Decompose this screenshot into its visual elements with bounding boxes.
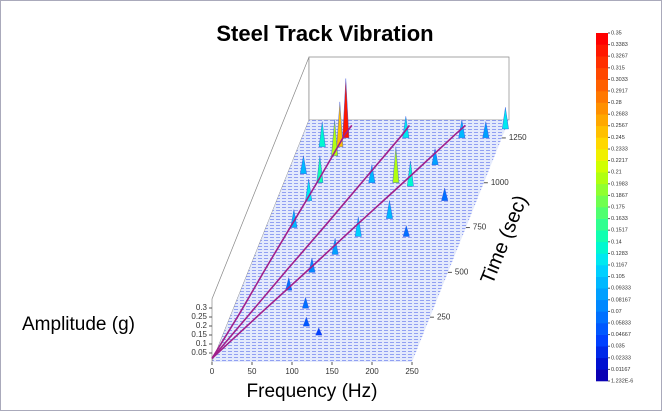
x-axis-label: Frequency (Hz) xyxy=(247,381,378,402)
z-tick-label: 0.15 xyxy=(191,330,207,339)
x-tick-label: 250 xyxy=(405,367,419,376)
colorbar-label: 0.175 xyxy=(611,204,625,210)
colorbar-band xyxy=(596,33,608,45)
colorbar-band xyxy=(596,56,608,68)
y-tick-label: 500 xyxy=(455,267,469,276)
colorbar-label: 0.3383 xyxy=(611,42,628,48)
y-tick-label: 750 xyxy=(473,223,487,232)
colorbar-label: 0.14 xyxy=(611,239,622,245)
colorbar-label: 0.08167 xyxy=(611,297,631,303)
z-tick-label: 0.05 xyxy=(191,348,207,357)
colorbar-label: 0.035 xyxy=(611,344,625,350)
x-tick-label: 150 xyxy=(325,367,339,376)
colorbar-band xyxy=(596,242,608,254)
colorbar-band xyxy=(596,195,608,207)
x-tick-label: 0 xyxy=(210,367,215,376)
colorbar-label: 0.05833 xyxy=(611,320,631,326)
colorbar-label: 1.232E-6 xyxy=(611,378,633,384)
colorbar-label: 0.1283 xyxy=(611,251,628,257)
colorbar-label: 0.3267 xyxy=(611,54,628,60)
colorbar-label: 0.1867 xyxy=(611,193,628,199)
colorbar-band xyxy=(596,91,608,103)
colorbar-label: 0.1167 xyxy=(611,262,627,268)
colorbar-band xyxy=(596,45,608,57)
z-axis-label: Amplitude (g) xyxy=(22,314,135,335)
colorbar-band xyxy=(596,126,608,138)
colorbar-label: 0.2333 xyxy=(611,146,628,152)
colorbar-band xyxy=(596,207,608,219)
colorbar-band xyxy=(596,288,608,300)
colorbar-band xyxy=(596,277,608,289)
colorbar-band xyxy=(596,335,608,347)
colorbar-label: 0.2683 xyxy=(611,112,628,118)
colorbar-label: 0.1517 xyxy=(611,228,628,234)
colorbar-band xyxy=(596,369,608,381)
y-tick-label: 250 xyxy=(437,312,451,321)
colorbar-label: 0.3033 xyxy=(611,77,628,83)
colorbar-band xyxy=(596,300,608,312)
y-tick-label: 1000 xyxy=(491,178,509,187)
chart-title: Steel Track Vibration xyxy=(216,21,433,46)
colorbar-band xyxy=(596,265,608,277)
colorbar-band xyxy=(596,346,608,358)
colorbar-band xyxy=(596,358,608,370)
colorbar-band xyxy=(596,311,608,323)
chart: Steel Track Vibration Amplitude (g) Freq… xyxy=(0,0,662,411)
colorbar-band xyxy=(596,149,608,161)
colorbar-band xyxy=(596,114,608,126)
colorbar-band xyxy=(596,79,608,91)
colorbar-label: 0.28 xyxy=(611,100,622,106)
colorbar-label: 0.245 xyxy=(611,135,625,141)
colorbar-band xyxy=(596,137,608,149)
colorbar-label: 0.105 xyxy=(611,274,625,280)
colorbar-label: 0.315 xyxy=(611,65,625,71)
colorbar-label: 0.2567 xyxy=(611,123,628,129)
colorbar-label: 0.2917 xyxy=(611,88,628,94)
z-tick-label: 0.2 xyxy=(196,321,208,330)
x-tick-label: 200 xyxy=(365,367,379,376)
z-tick-label: 0.3 xyxy=(196,303,208,312)
colorbar-band xyxy=(596,253,608,265)
colorbar-label: 0.04667 xyxy=(611,332,631,338)
colorbar-label: 0.01167 xyxy=(611,367,630,373)
x-tick-label: 50 xyxy=(248,367,257,376)
y-tick-label: 1250 xyxy=(509,133,527,142)
colorbar-band xyxy=(596,161,608,173)
x-tick-label: 100 xyxy=(285,367,299,376)
z-tick-label: 0.25 xyxy=(191,312,207,321)
colorbar-label: 0.35 xyxy=(611,30,622,36)
colorbar-band xyxy=(596,230,608,242)
back-wall xyxy=(309,57,509,120)
z-tick-label: 0.1 xyxy=(196,339,208,348)
colorbar-band xyxy=(596,103,608,115)
colorbar-label: 0.2217 xyxy=(611,158,628,164)
colorbar-band xyxy=(596,184,608,196)
colorbar-band xyxy=(596,172,608,184)
colorbar-label: 0.1633 xyxy=(611,216,628,222)
colorbar-label: 0.07 xyxy=(611,309,622,315)
colorbar-label: 0.02333 xyxy=(611,355,631,361)
colorbar-label: 0.09333 xyxy=(611,286,631,292)
colorbar-band xyxy=(596,68,608,80)
colorbar-band xyxy=(596,219,608,231)
colorbar-band xyxy=(596,323,608,335)
colorbar-label: 0.21 xyxy=(611,170,622,176)
colorbar-label: 0.1983 xyxy=(611,181,628,187)
